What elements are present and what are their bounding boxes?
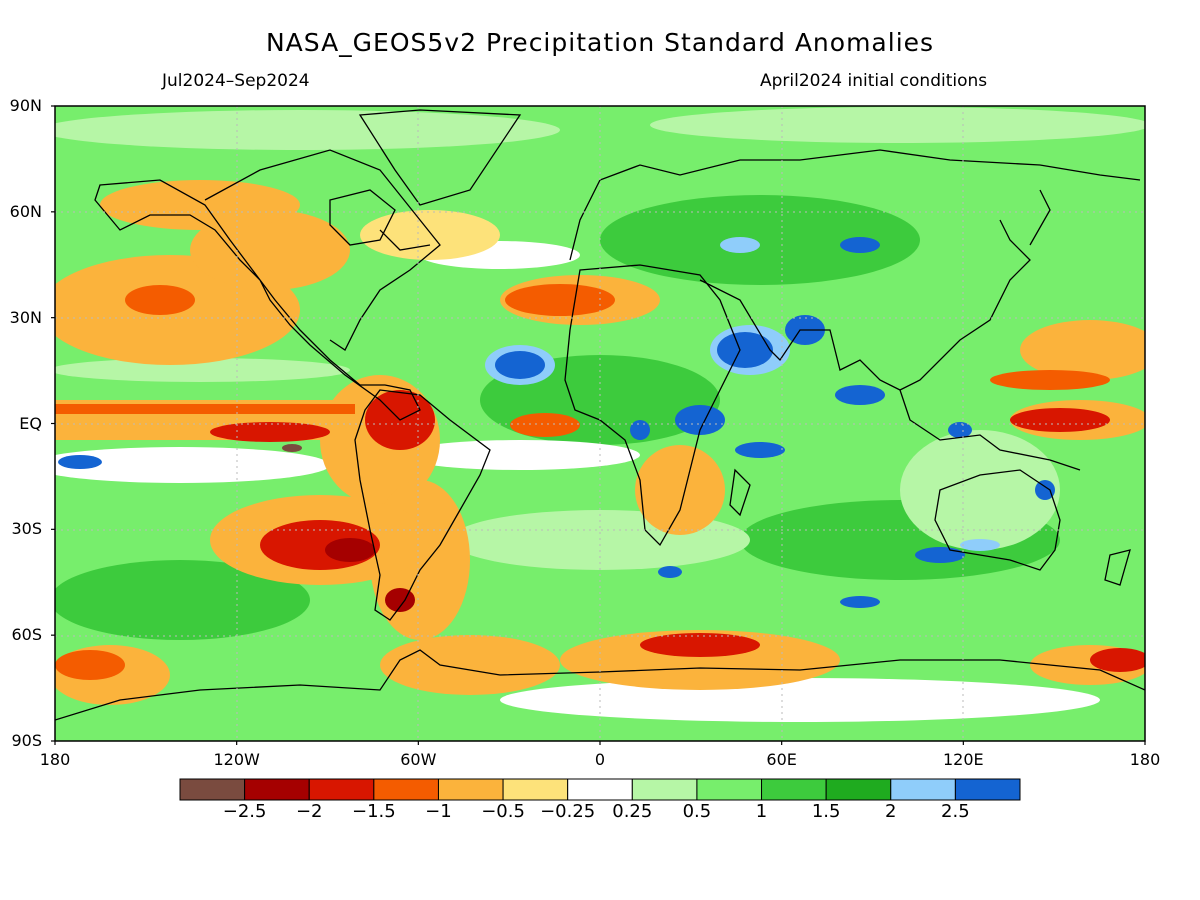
forecast-period: Jul2024–Sep2024 xyxy=(162,71,310,91)
colorbar-swatch xyxy=(437,778,504,801)
lon-label: 60W xyxy=(400,750,437,769)
lon-label: 120E xyxy=(943,750,984,769)
colorbar-tick-label: −2.5 xyxy=(222,801,267,822)
colorbar-swatch xyxy=(761,778,827,801)
lat-label: 30S xyxy=(11,519,42,539)
colorbar-swatch xyxy=(631,778,698,801)
coastlines xyxy=(55,109,1145,721)
colorbar-swatch xyxy=(244,778,310,801)
colorbar-swatch xyxy=(567,778,633,801)
colorbar-tick-label: 0.25 xyxy=(612,801,653,822)
lat-label: 60N xyxy=(9,201,42,221)
colorbar-tick-label: −1 xyxy=(425,801,452,822)
lon-label: 60E xyxy=(766,750,797,769)
colorbar-tick-label: 2.5 xyxy=(941,801,970,822)
colorbar-swatch xyxy=(308,778,375,801)
colorbar-swatch xyxy=(825,778,892,801)
colorbar xyxy=(179,778,1021,801)
colorbar-swatch xyxy=(373,778,439,801)
colorbar-tick-label: −1.5 xyxy=(351,801,396,822)
lat-label: EQ xyxy=(19,413,42,433)
lon-label: 0 xyxy=(594,750,606,769)
lon-label: 120W xyxy=(213,750,260,769)
colorbar-tick-label: −0.25 xyxy=(540,801,596,822)
initial-conditions: April2024 initial conditions xyxy=(760,71,988,91)
colorbar-tick-label: −2 xyxy=(295,801,323,822)
colorbar-tick-label: 0.5 xyxy=(682,801,712,822)
colorbar-swatch xyxy=(179,778,246,801)
colorbar-tick-label: 1.5 xyxy=(811,801,841,822)
lat-label: 60S xyxy=(11,625,42,645)
lat-label: 90N xyxy=(9,96,42,115)
lat-label: 90S xyxy=(11,731,42,750)
lon-label: 180 xyxy=(1129,750,1161,769)
colorbar-tick-label: 2 xyxy=(885,801,897,822)
lat-label: 30N xyxy=(9,307,42,327)
axis-ticks xyxy=(51,105,1146,745)
colorbar-swatch xyxy=(696,778,763,801)
colorbar-tick-label: 1 xyxy=(755,801,768,822)
colorbar-tick-label: −0.5 xyxy=(481,801,525,822)
map-title: NASA_GEOS5v2 Precipitation Standard Anom… xyxy=(265,28,935,57)
lon-label: 180 xyxy=(39,750,71,769)
graticule xyxy=(55,106,1145,741)
colorbar-swatch xyxy=(954,778,1021,801)
colorbar-swatch xyxy=(890,778,956,801)
colorbar-swatch xyxy=(502,778,569,801)
